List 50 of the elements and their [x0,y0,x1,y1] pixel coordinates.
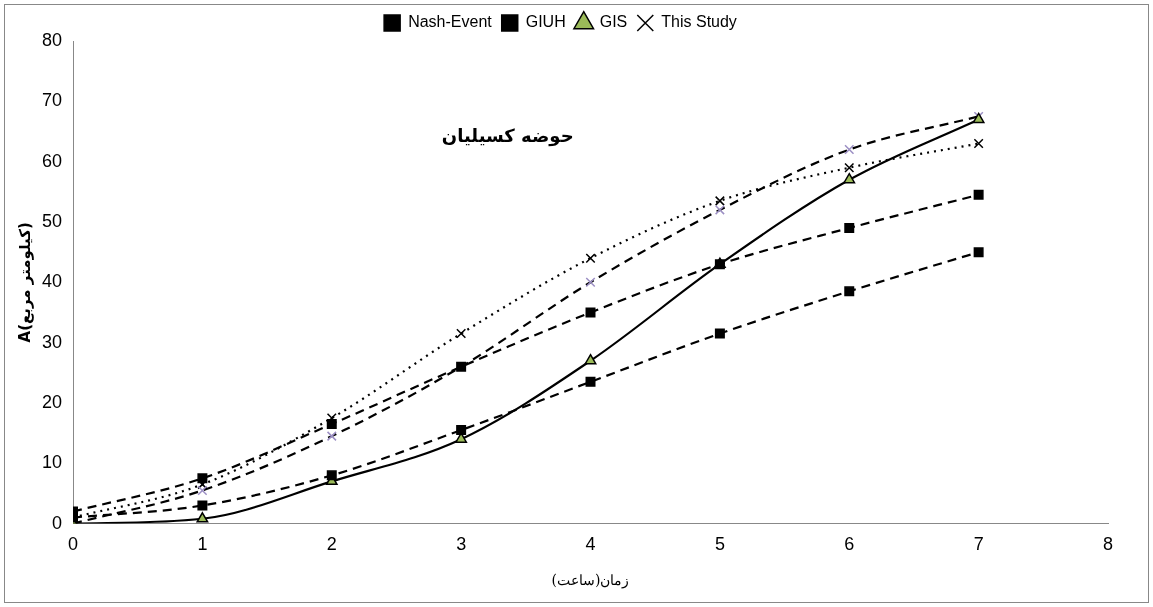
y-tick-label: 50 [41,210,63,231]
point [973,247,984,258]
point [456,328,467,339]
point [973,189,984,200]
point [714,328,725,339]
point [197,473,208,484]
point [326,470,337,481]
point [585,277,596,288]
text: حوضه کسیلیان [441,125,574,148]
point [326,419,337,430]
point [197,485,208,496]
x-tick-label: 1 [197,534,208,555]
x-tick-label: 7 [973,534,984,555]
y-tick-label: 70 [41,90,63,111]
point [584,353,597,365]
legend-label: GIS [599,13,628,31]
point [585,307,596,318]
x-tick-label: 3 [456,534,467,555]
point [844,162,855,173]
x-tick-label: 5 [714,534,725,555]
y-tick-label: 0 [52,512,63,533]
y-tick-label: 10 [41,452,63,473]
y-axis-title: A(کیلومتر مربع) [15,222,34,343]
point [456,425,467,436]
point [326,431,337,442]
point [844,144,855,155]
point [585,253,596,264]
y-tick-label: 80 [41,29,63,50]
y-tick-label: 30 [41,331,63,352]
legend-label: This Study [661,13,737,31]
point [714,195,725,206]
point [196,512,209,523]
x-tick-label: 6 [844,534,855,555]
x-tick-label: 4 [585,534,596,555]
y-tick-label: 60 [41,150,63,171]
legend-label: GIUH [525,13,566,31]
point [714,204,725,215]
y-tick-label: 20 [41,391,63,412]
x-axis-title: زمان(ساعت) [551,572,630,590]
point [197,500,208,511]
point [844,223,855,233]
y-tick-label: 40 [41,271,63,292]
x-tick-label: 0 [68,534,79,555]
x-tick-label: 2 [326,534,337,555]
point [973,138,984,149]
point [585,376,596,387]
point [844,286,855,297]
legend-label: Nash-Event [408,13,493,31]
point [843,173,856,184]
x-tick-label: 8 [1102,534,1114,555]
